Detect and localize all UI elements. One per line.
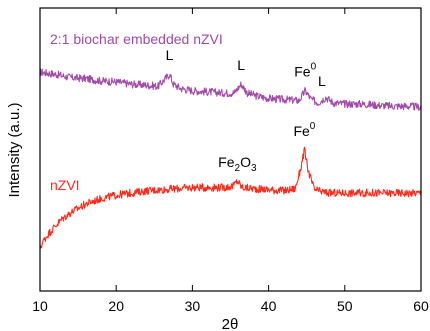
peak-annotation-5: Fe0 [293,121,315,139]
x-axis-label: 2θ [222,316,239,331]
peak-annotation-4: Fe2O3 [218,154,257,174]
x-tick-label-3: 40 [261,298,277,314]
series-layer [39,68,422,249]
x-axis-ticks: 10 20 30 40 50 60 [32,8,429,314]
x-tick-label-4: 50 [337,298,353,314]
series-line-0 [39,68,422,112]
x-tick-label-0: 10 [32,298,48,314]
peak-annotation-0: L [166,47,174,63]
peak-annotation-3: L [318,73,326,89]
peak-annotation-2: Fe0 [294,62,316,80]
series-label-1: nZVI [50,177,80,193]
x-tick-label-5: 60 [413,298,429,314]
y-axis-label: Intensity (a.u.) [6,102,23,197]
plot-frame [39,7,422,292]
series-line-1 [39,146,422,249]
peak-annotation-1: L [237,57,245,73]
series-labels-layer: 2:1 biochar embedded nZVI nZVI [50,31,223,193]
series-label-0: 2:1 biochar embedded nZVI [50,31,223,47]
x-tick-label-2: 30 [185,298,201,314]
x-tick-label-1: 20 [108,298,124,314]
